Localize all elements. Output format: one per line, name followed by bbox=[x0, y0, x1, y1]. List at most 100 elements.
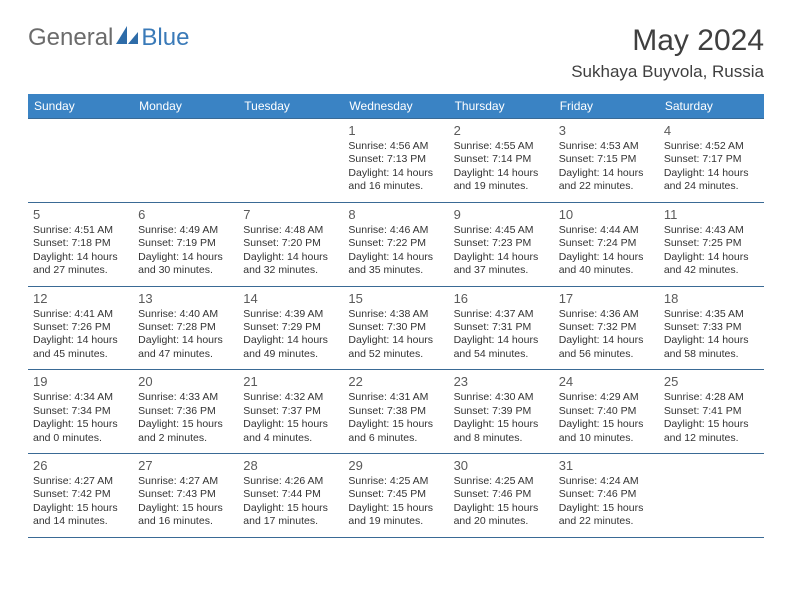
day-number: 6 bbox=[138, 207, 233, 222]
day-cell: 16Sunrise: 4:37 AMSunset: 7:31 PMDayligh… bbox=[449, 287, 554, 370]
day-cell: 9Sunrise: 4:45 AMSunset: 7:23 PMDaylight… bbox=[449, 203, 554, 286]
page-header: General Blue May 2024 Sukhaya Buyvola, R… bbox=[28, 24, 764, 82]
day-sun-info: Sunrise: 4:53 AMSunset: 7:15 PMDaylight:… bbox=[559, 140, 654, 194]
brand-logo: General Blue bbox=[28, 24, 189, 52]
day-sun-info: Sunrise: 4:37 AMSunset: 7:31 PMDaylight:… bbox=[454, 308, 549, 362]
day-cell: 19 Sunrise: 4:34 AMSunset: 7:34 PMDayligh… bbox=[28, 370, 133, 453]
day-number: 1 bbox=[348, 123, 443, 138]
day-sun-info: Sunrise: 4:44 AMSunset: 7:24 PMDaylight:… bbox=[559, 224, 654, 278]
day-cell: 18 Sunrise: 4:35 AMSunset: 7:33 PMDayligh… bbox=[659, 287, 764, 370]
dow-header-cell: Saturday bbox=[659, 94, 764, 118]
day-cell: 7 Sunrise: 4:48 AMSunset: 7:20 PMDaylight… bbox=[238, 203, 343, 286]
day-sun-info: Sunrise: 4:43 AMSunset: 7:25 PMDaylight:… bbox=[664, 224, 759, 278]
day-sun-info: Sunrise: 4:25 AMSunset: 7:46 PMDaylight:… bbox=[454, 475, 549, 529]
day-number: 7 bbox=[243, 207, 338, 222]
day-number: 26 bbox=[33, 458, 128, 473]
day-sun-info: Sunrise: 4:36 AMSunset: 7:32 PMDaylight:… bbox=[559, 308, 654, 362]
week-row: 19 Sunrise: 4:34 AMSunset: 7:34 PMDayligh… bbox=[28, 370, 764, 454]
day-number: 31 bbox=[559, 458, 654, 473]
brand-general: General bbox=[28, 24, 113, 52]
day-sun-info: Sunrise: 4:56 AMSunset: 7:13 PMDaylight:… bbox=[348, 140, 443, 194]
day-sun-info: Sunrise: 4:25 AMSunset: 7:45 PMDaylight:… bbox=[348, 475, 443, 529]
day-sun-info: Sunrise: 4:29 AMSunset: 7:40 PMDaylight:… bbox=[559, 391, 654, 445]
dow-header-cell: Friday bbox=[554, 94, 659, 118]
day-number: 3 bbox=[559, 123, 654, 138]
day-cell bbox=[659, 454, 764, 537]
day-sun-info: Sunrise: 4:27 AMSunset: 7:43 PMDaylight:… bbox=[138, 475, 233, 529]
day-sun-info: Sunrise: 4:33 AMSunset: 7:36 PMDaylight:… bbox=[138, 391, 233, 445]
day-sun-info: Sunrise: 4:49 AMSunset: 7:19 PMDaylight:… bbox=[138, 224, 233, 278]
day-sun-info: Sunrise: 4:46 AMSunset: 7:22 PMDaylight:… bbox=[348, 224, 443, 278]
day-cell: 1 Sunrise: 4:56 AMSunset: 7:13 PMDaylight… bbox=[343, 119, 448, 202]
day-number: 28 bbox=[243, 458, 338, 473]
day-sun-info: Sunrise: 4:40 AMSunset: 7:28 PMDaylight:… bbox=[138, 308, 233, 362]
week-row: 26 Sunrise: 4:27 AMSunset: 7:42 PMDayligh… bbox=[28, 454, 764, 538]
day-sun-info: Sunrise: 4:45 AMSunset: 7:23 PMDaylight:… bbox=[454, 224, 549, 278]
day-cell: 13 Sunrise: 4:40 AMSunset: 7:28 PMDayligh… bbox=[133, 287, 238, 370]
day-cell: 28 Sunrise: 4:26 AMSunset: 7:44 PMDayligh… bbox=[238, 454, 343, 537]
day-sun-info: Sunrise: 4:26 AMSunset: 7:44 PMDaylight:… bbox=[243, 475, 338, 529]
day-number: 11 bbox=[664, 207, 759, 222]
day-cell: 12 Sunrise: 4:41 AMSunset: 7:26 PMDayligh… bbox=[28, 287, 133, 370]
day-cell bbox=[238, 119, 343, 202]
calendar-grid: SundayMondayTuesdayWednesdayThursdayFrid… bbox=[28, 94, 764, 538]
day-sun-info: Sunrise: 4:39 AMSunset: 7:29 PMDaylight:… bbox=[243, 308, 338, 362]
day-cell: 8Sunrise: 4:46 AMSunset: 7:22 PMDaylight… bbox=[343, 203, 448, 286]
day-sun-info: Sunrise: 4:35 AMSunset: 7:33 PMDaylight:… bbox=[664, 308, 759, 362]
day-cell: 3 Sunrise: 4:53 AMSunset: 7:15 PMDaylight… bbox=[554, 119, 659, 202]
day-number: 23 bbox=[454, 374, 549, 389]
dow-header-cell: Monday bbox=[133, 94, 238, 118]
day-number: 30 bbox=[454, 458, 549, 473]
dow-header-cell: Tuesday bbox=[238, 94, 343, 118]
day-sun-info: Sunrise: 4:52 AMSunset: 7:17 PMDaylight:… bbox=[664, 140, 759, 194]
day-cell: 5 Sunrise: 4:51 AMSunset: 7:18 PMDaylight… bbox=[28, 203, 133, 286]
dow-header-cell: Thursday bbox=[449, 94, 554, 118]
day-sun-info: Sunrise: 4:48 AMSunset: 7:20 PMDaylight:… bbox=[243, 224, 338, 278]
day-sun-info: Sunrise: 4:51 AMSunset: 7:18 PMDaylight:… bbox=[33, 224, 128, 278]
day-sun-info: Sunrise: 4:31 AMSunset: 7:38 PMDaylight:… bbox=[348, 391, 443, 445]
dow-header-row: SundayMondayTuesdayWednesdayThursdayFrid… bbox=[28, 94, 764, 118]
day-cell: 27 Sunrise: 4:27 AMSunset: 7:43 PMDayligh… bbox=[133, 454, 238, 537]
day-sun-info: Sunrise: 4:27 AMSunset: 7:42 PMDaylight:… bbox=[33, 475, 128, 529]
day-number: 10 bbox=[559, 207, 654, 222]
day-number: 21 bbox=[243, 374, 338, 389]
day-number: 25 bbox=[664, 374, 759, 389]
day-sun-info: Sunrise: 4:55 AMSunset: 7:14 PMDaylight:… bbox=[454, 140, 549, 194]
day-number: 27 bbox=[138, 458, 233, 473]
day-cell: 30 Sunrise: 4:25 AMSunset: 7:46 PMDayligh… bbox=[449, 454, 554, 537]
day-number: 29 bbox=[348, 458, 443, 473]
day-cell: 21 Sunrise: 4:32 AMSunset: 7:37 PMDayligh… bbox=[238, 370, 343, 453]
day-cell: 4Sunrise: 4:52 AMSunset: 7:17 PMDaylight… bbox=[659, 119, 764, 202]
month-title: May 2024 bbox=[571, 24, 764, 58]
location-subtitle: Sukhaya Buyvola, Russia bbox=[571, 62, 764, 82]
day-sun-info: Sunrise: 4:32 AMSunset: 7:37 PMDaylight:… bbox=[243, 391, 338, 445]
day-number: 17 bbox=[559, 291, 654, 306]
day-cell: 25 Sunrise: 4:28 AMSunset: 7:41 PMDayligh… bbox=[659, 370, 764, 453]
day-sun-info: Sunrise: 4:24 AMSunset: 7:46 PMDaylight:… bbox=[559, 475, 654, 529]
day-sun-info: Sunrise: 4:41 AMSunset: 7:26 PMDaylight:… bbox=[33, 308, 128, 362]
dow-header-cell: Sunday bbox=[28, 94, 133, 118]
day-cell: 11 Sunrise: 4:43 AMSunset: 7:25 PMDayligh… bbox=[659, 203, 764, 286]
calendar-body: 1 Sunrise: 4:56 AMSunset: 7:13 PMDaylight… bbox=[28, 118, 764, 538]
day-number: 12 bbox=[33, 291, 128, 306]
day-number: 15 bbox=[348, 291, 443, 306]
day-cell: 10 Sunrise: 4:44 AMSunset: 7:24 PMDayligh… bbox=[554, 203, 659, 286]
day-sun-info: Sunrise: 4:28 AMSunset: 7:41 PMDaylight:… bbox=[664, 391, 759, 445]
day-cell: 23Sunrise: 4:30 AMSunset: 7:39 PMDayligh… bbox=[449, 370, 554, 453]
day-cell: 20Sunrise: 4:33 AMSunset: 7:36 PMDayligh… bbox=[133, 370, 238, 453]
brand-sail-icon bbox=[116, 26, 138, 51]
day-number: 2 bbox=[454, 123, 549, 138]
day-cell: 14Sunrise: 4:39 AMSunset: 7:29 PMDayligh… bbox=[238, 287, 343, 370]
dow-header-cell: Wednesday bbox=[343, 94, 448, 118]
day-sun-info: Sunrise: 4:38 AMSunset: 7:30 PMDaylight:… bbox=[348, 308, 443, 362]
day-number: 19 bbox=[33, 374, 128, 389]
day-cell: 22 Sunrise: 4:31 AMSunset: 7:38 PMDayligh… bbox=[343, 370, 448, 453]
day-number: 18 bbox=[664, 291, 759, 306]
day-number: 22 bbox=[348, 374, 443, 389]
brand-blue: Blue bbox=[141, 24, 189, 52]
day-cell: 24Sunrise: 4:29 AMSunset: 7:40 PMDayligh… bbox=[554, 370, 659, 453]
day-number: 5 bbox=[33, 207, 128, 222]
day-cell: 29 Sunrise: 4:25 AMSunset: 7:45 PMDayligh… bbox=[343, 454, 448, 537]
day-number: 13 bbox=[138, 291, 233, 306]
day-sun-info: Sunrise: 4:34 AMSunset: 7:34 PMDaylight:… bbox=[33, 391, 128, 445]
